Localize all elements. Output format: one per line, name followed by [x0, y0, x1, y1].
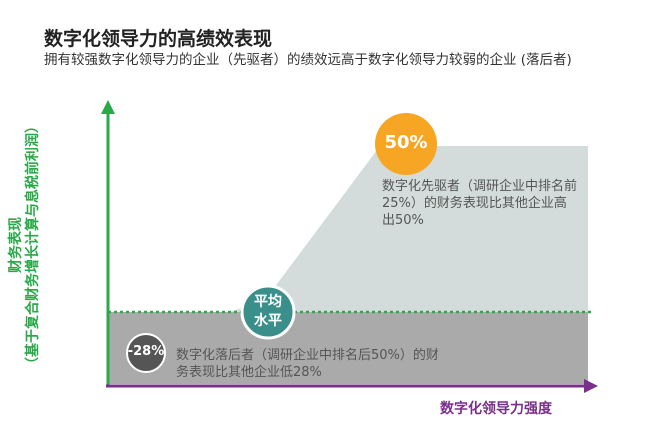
x-axis-arrow — [584, 379, 598, 393]
y-axis-arrow — [101, 100, 115, 114]
page-subtitle: 拥有较强数字化领导力的企业（先驱者）的绩效远高于数字化领导力较弱的企业 (落后者… — [44, 52, 572, 68]
y-axis-label-line2: （基于复合财务增长计算与息税前利润） — [25, 119, 41, 371]
pioneer-annotation: 数字化先驱者（调研企业中排名前25%）的财务表现比其他企业高出50% — [382, 179, 578, 228]
y-axis-label-line1: 财务表现 — [8, 217, 24, 273]
laggard-value-label: -28% — [127, 344, 165, 359]
average-label: 平均水平 — [254, 294, 282, 329]
laggard-area — [108, 312, 588, 384]
pioneer-value-label: 50% — [384, 132, 428, 153]
y-axis-label: 财务表现 （基于复合财务增长计算与息税前利润） — [8, 95, 42, 395]
x-axis-label: 数字化领导力强度 — [440, 401, 552, 417]
average-bubble — [240, 284, 296, 340]
laggard-bubble — [126, 333, 166, 373]
laggard-annotation: 数字化落后者（调研企业中排名后50%）的财务表现比其他企业低28% — [176, 348, 439, 380]
page-title: 数字化领导力的高绩效表现 — [44, 28, 273, 50]
pioneer-bubble — [375, 113, 437, 175]
